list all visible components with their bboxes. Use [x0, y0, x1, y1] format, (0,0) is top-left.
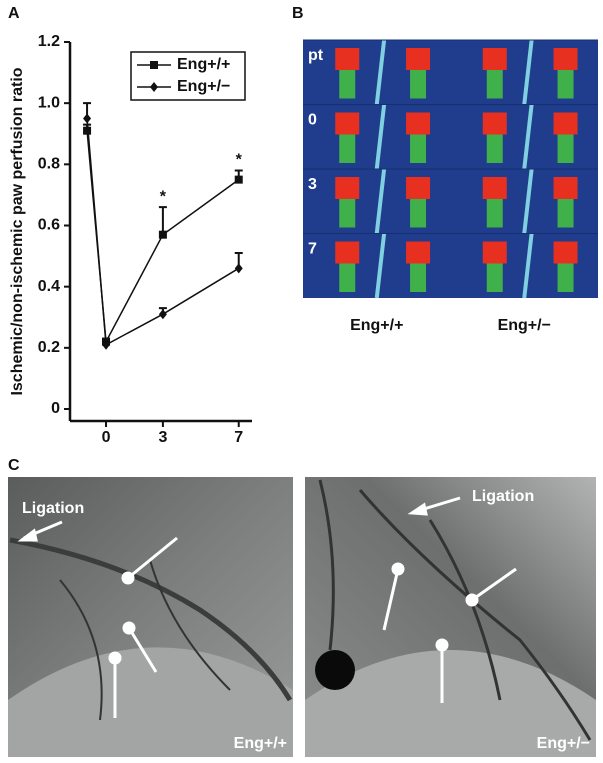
x-tick-label: 7 — [234, 429, 243, 446]
paw-signal — [406, 242, 430, 264]
significance-marker: * — [236, 152, 243, 169]
genotype-label: Eng+/− — [537, 735, 590, 752]
paw-signal — [406, 177, 430, 199]
legend-marker — [150, 61, 158, 69]
x-tick-label: 3 — [158, 429, 167, 446]
y-tick-label: 1.2 — [38, 33, 60, 50]
paw-signal — [554, 113, 578, 135]
legend-label: Eng+/− — [177, 78, 230, 95]
panel-label: A — [8, 5, 20, 22]
y-tick-label: 0.6 — [38, 217, 60, 234]
panel-label: B — [292, 5, 304, 22]
y-tick-label: 1.0 — [38, 94, 60, 111]
paw-signal — [483, 48, 507, 70]
figure: A B C pt 0 3 7 Ligation Ligation Eng+/+ Eng… — [0, 0, 603, 763]
paw-signal — [554, 242, 578, 264]
perfusion-image-grid: pt 0 3 7 — [303, 40, 598, 298]
paw-signal — [335, 177, 359, 199]
paw-signal — [406, 48, 430, 70]
y-axis-label: Ischemic/non-ischemic paw perfusion rati… — [9, 67, 26, 395]
row-label: pt — [308, 47, 324, 64]
paw-signal — [406, 113, 430, 135]
paw-signal — [483, 113, 507, 135]
y-tick-label: 0.4 — [38, 278, 60, 295]
panel-label: C — [8, 457, 20, 474]
significance-marker: * — [160, 188, 167, 205]
y-tick-label: 0 — [51, 400, 60, 417]
error-bar — [159, 207, 167, 235]
column-label: Eng+/+ — [350, 317, 403, 334]
row-label: 7 — [308, 241, 317, 258]
paw-signal — [554, 48, 578, 70]
x-tick-label: 0 — [102, 429, 111, 446]
paw-signal — [335, 113, 359, 135]
blob — [315, 650, 355, 690]
marker — [83, 127, 91, 135]
paw-signal — [554, 177, 578, 199]
paw-signal — [335, 48, 359, 70]
paw-signal — [335, 242, 359, 264]
y-tick-label: 0.8 — [38, 156, 60, 173]
y-tick-label: 0.2 — [38, 339, 60, 356]
marker — [159, 309, 167, 319]
paw-signal — [483, 242, 507, 264]
paw-signal — [483, 177, 507, 199]
row-label: 0 — [308, 112, 317, 129]
row-label: 3 — [308, 176, 317, 193]
annotation: Ligation — [22, 500, 84, 517]
marker — [159, 231, 167, 239]
marker — [235, 176, 243, 184]
column-label: Eng+/− — [498, 317, 551, 334]
genotype-label: Eng+/+ — [234, 735, 287, 752]
marker — [83, 113, 91, 123]
angiogram-panel: Ligation Ligation Eng+/+ Eng+/− — [8, 477, 596, 757]
legend-label: Eng+/+ — [177, 56, 230, 73]
marker — [235, 263, 243, 273]
annotation: Ligation — [472, 488, 534, 505]
